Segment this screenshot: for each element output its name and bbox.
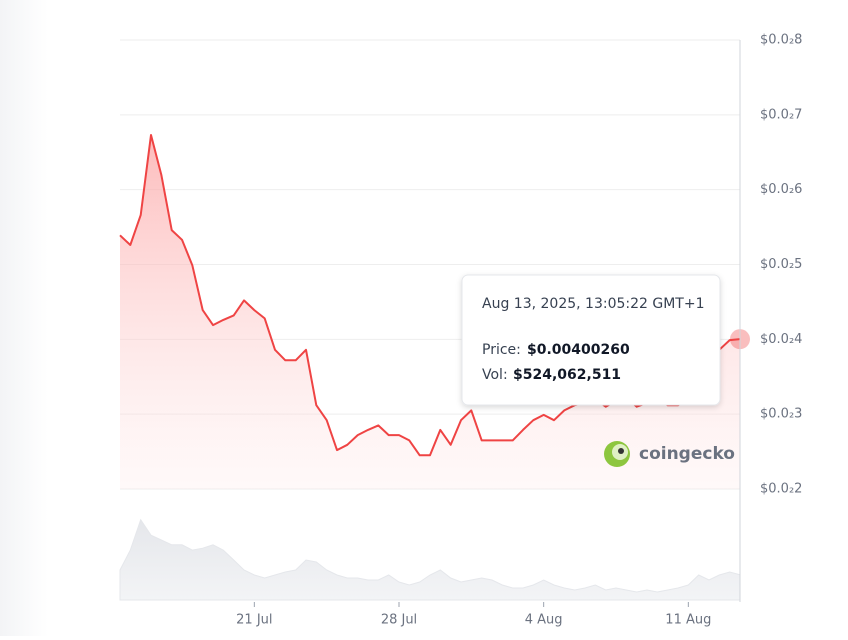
x-tick-label: 11 Aug [665, 613, 711, 628]
y-tick-label: $0.0₂3 [760, 407, 802, 422]
volume-area [119, 518, 741, 601]
price-area [120, 135, 740, 489]
tooltip-box [461, 274, 721, 406]
tooltip-vol: $524,062,511 [513, 367, 621, 383]
y-tick-label: $0.0₂4 [760, 332, 802, 347]
x-tick-label: 28 Jul [381, 613, 417, 628]
tooltip-price-label: Price: [482, 342, 521, 358]
tooltip-price: $0.00400260 [527, 342, 630, 358]
watermark-text: coingecko [639, 444, 735, 464]
x-tick-label: 4 Aug [525, 613, 563, 628]
y-tick-label: $0.0₂5 [760, 257, 802, 272]
tooltip-vol-label: Vol: [482, 367, 508, 383]
y-tick-label: $0.0₂2 [760, 482, 802, 497]
price-line [119, 134, 741, 457]
y-tick-label: $0.0₂6 [760, 182, 802, 197]
x-tick-label: 21 Jul [236, 613, 272, 628]
watermark: coingecko [604, 441, 735, 467]
y-tick-label: $0.0₂7 [760, 107, 802, 122]
tooltip: Aug 13, 2025, 13:05:22 GMT+1 Price: $0.0… [461, 274, 721, 406]
side-shade [0, 0, 48, 636]
y-tick-label: $0.0₂8 [760, 33, 802, 48]
tooltip-date: Aug 13, 2025, 13:05:22 GMT+1 [482, 296, 704, 312]
logo-pupil [618, 448, 624, 454]
